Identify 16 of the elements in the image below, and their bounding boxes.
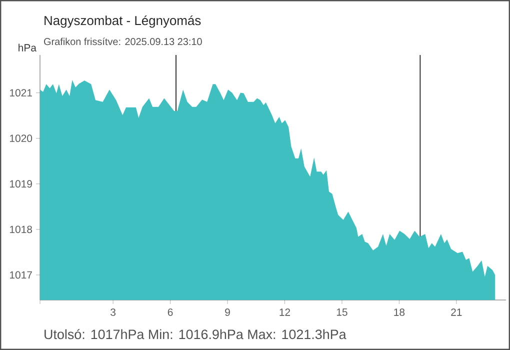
x-tick-label: 18 [394,308,405,316]
y-tick-label: 1017 [10,271,32,279]
text: Utolsó: 1017hPa Min: 1016.9hPa Max: 1021.3hPa [44,329,346,340]
x-tick-label: 3 [110,308,116,316]
chart-subtitle: Grafikon frissítve: 2025.09.13 23:10 [44,38,202,46]
x-tick-label: 9 [225,308,230,316]
y-tick-label: 1019 [10,180,32,188]
y-axis-title: hPa [18,44,36,52]
x-tick-label: 6 [168,308,173,316]
y-tick-label: 1021 [10,89,32,97]
x-tick-label: 21 [451,308,462,316]
x-tick-label: 15 [336,308,348,316]
x-tick-label: 12 [280,308,290,316]
y-tick-label: 1020 [10,134,32,142]
y-tick-label: 1018 [10,226,32,234]
chart-title: Nagyszombat - Légnyomás [44,15,201,28]
